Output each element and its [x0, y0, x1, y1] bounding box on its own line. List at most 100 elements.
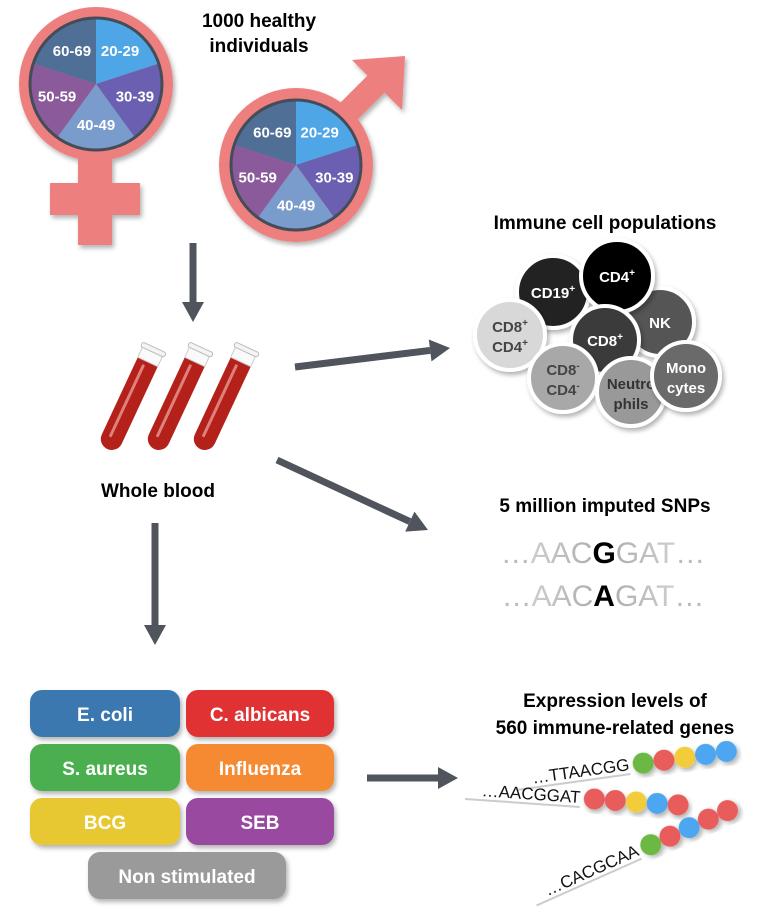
stimulus-label: S. aureus	[62, 759, 148, 780]
stimulus-label: SEB	[240, 813, 279, 834]
immune-cell-label: CD8+	[587, 332, 623, 350]
stimulus-label: Non stimulated	[118, 867, 255, 888]
expression-bead	[674, 746, 696, 768]
snp-flank: GAT	[616, 537, 675, 570]
expression-bead	[667, 794, 689, 816]
immune-cell-label: CD4+	[599, 268, 635, 286]
expression-bead	[715, 740, 737, 762]
expression-bead	[625, 791, 647, 813]
immune-cell: Neutro phils	[595, 356, 667, 428]
snp-sequences: …AACGGAT……AACAGAT…	[501, 537, 705, 613]
immune-cell: CD8+ CD4+	[473, 298, 547, 372]
blood-tubes-icon	[100, 342, 260, 450]
expression-title-line1: Expression levels of	[523, 691, 707, 712]
immune-cell-cluster: CD19+ NK CD4+ CD8+ CD8+ CD4+ CD8- CD4- Neutro phi…	[473, 238, 722, 428]
blood-tube-icon	[193, 342, 260, 450]
male-pie-slice-30-39	[296, 144, 361, 218]
stimulus-e-coli: E. coli	[30, 690, 180, 737]
immune-cell-label: phils	[613, 396, 648, 413]
male-pie-slice-40-49	[257, 165, 335, 231]
snp-allele: A	[593, 580, 615, 613]
read-sequence: …AACGGAT	[481, 781, 581, 807]
immune-cell-label: NK	[649, 315, 671, 332]
female-pie-label: 40-49	[77, 117, 115, 134]
immune-cell-label: cytes	[667, 380, 705, 397]
male-pie-label: 40-49	[277, 197, 315, 214]
stimulus-influenza: Influenza	[186, 744, 334, 791]
expression-bead	[678, 817, 700, 839]
snp-flank: AAC	[532, 580, 594, 613]
stimulus-c-albicans: C. albicans	[186, 690, 334, 737]
snp-sequence: …AACAGAT…	[502, 580, 705, 613]
female-pie-label: 60-69	[53, 43, 91, 60]
expression-read: …TTAACGG	[516, 740, 737, 791]
immune-cell-label: CD4+	[492, 338, 528, 356]
whole-blood-label: Whole blood	[101, 481, 215, 502]
immune-cell-label: CD8-	[546, 361, 579, 379]
immune-cell-label: Neutro	[607, 376, 655, 393]
immune-title: Immune cell populations	[494, 213, 717, 234]
male-pie-slice-20-29	[296, 100, 358, 165]
snp-flank: …	[502, 580, 532, 613]
stimulus-s-aureus: S. aureus	[30, 744, 180, 791]
male-pie-slice-50-59	[230, 144, 296, 218]
stimulus-seb: SEB	[186, 798, 334, 845]
blood-tube-icon	[100, 342, 167, 450]
immune-cell-label: Mono	[666, 360, 706, 377]
snp-allele: G	[592, 537, 615, 570]
snps-title: 5 million imputed SNPs	[499, 496, 710, 517]
expression-bead	[646, 792, 668, 814]
female-pie-slice-30-39	[96, 63, 162, 138]
stimulus-label: Influenza	[219, 759, 302, 780]
read-sequence: …CACGCAA	[542, 841, 643, 900]
snp-flank: GAT	[615, 580, 674, 613]
expression-bead	[697, 808, 719, 830]
stimulus-label: C. albicans	[210, 705, 310, 726]
stimulus-label: E. coli	[77, 705, 133, 726]
male-pie-label: 60-69	[253, 124, 291, 141]
female-pie-label: 50-59	[38, 89, 76, 106]
male-pie-label: 30-39	[315, 169, 353, 186]
expression-bead	[659, 825, 681, 847]
male-pie-slice-60-69	[234, 100, 296, 165]
immune-cell: CD4+	[579, 238, 655, 314]
immune-cell-label: CD8+	[492, 318, 528, 336]
expression-bead	[632, 752, 654, 774]
snp-flank: …	[674, 580, 704, 613]
expression-reads: …TTAACGG…AACGGAT …CACGCAA	[464, 740, 738, 907]
female-pie-label: 20-29	[101, 43, 139, 60]
snp-sequence: …AACGGAT…	[501, 537, 705, 570]
cohort-title-line2: individuals	[209, 36, 308, 57]
expression-read: …CACGCAA	[536, 800, 738, 907]
immune-cell-label: CD4-	[546, 381, 579, 399]
female-pie-slice-40-49	[57, 84, 135, 151]
read-sequence: …TTAACGG	[531, 755, 631, 787]
expression-bead	[695, 743, 717, 765]
immune-cell: CD8- CD4-	[527, 342, 599, 414]
female-pie-label: 30-39	[116, 89, 154, 106]
expression-bead	[604, 789, 626, 811]
expression-read: …AACGGAT	[464, 781, 689, 816]
immune-cell: NK	[624, 286, 696, 358]
expression-bead	[640, 834, 662, 856]
arrow-to-stimuli-icon	[144, 523, 166, 645]
male-pie-label: 50-59	[238, 169, 276, 186]
expression-bead	[653, 749, 675, 771]
stimulus-label: BCG	[84, 813, 126, 834]
female-pie-slice-50-59	[30, 63, 96, 138]
expression-title-line2: 560 immune-related genes	[496, 718, 735, 739]
snp-flank: AAC	[531, 537, 593, 570]
female-pie-slice-20-29	[96, 18, 159, 84]
snp-flank: …	[501, 537, 531, 570]
stimuli-panel: E. coli C. albicans S. aureus Influenza BCG S…	[30, 690, 334, 899]
expression-bead	[583, 788, 605, 810]
expression-bead	[716, 800, 738, 822]
stimulus-non-stimulated: Non stimulated	[88, 852, 286, 899]
cohort-title-line1: 1000 healthy	[202, 11, 316, 32]
arrow-to-cells-icon	[294, 339, 450, 371]
arrow-to-expression-icon	[367, 767, 458, 789]
immune-cell-label: CD19+	[531, 284, 575, 302]
